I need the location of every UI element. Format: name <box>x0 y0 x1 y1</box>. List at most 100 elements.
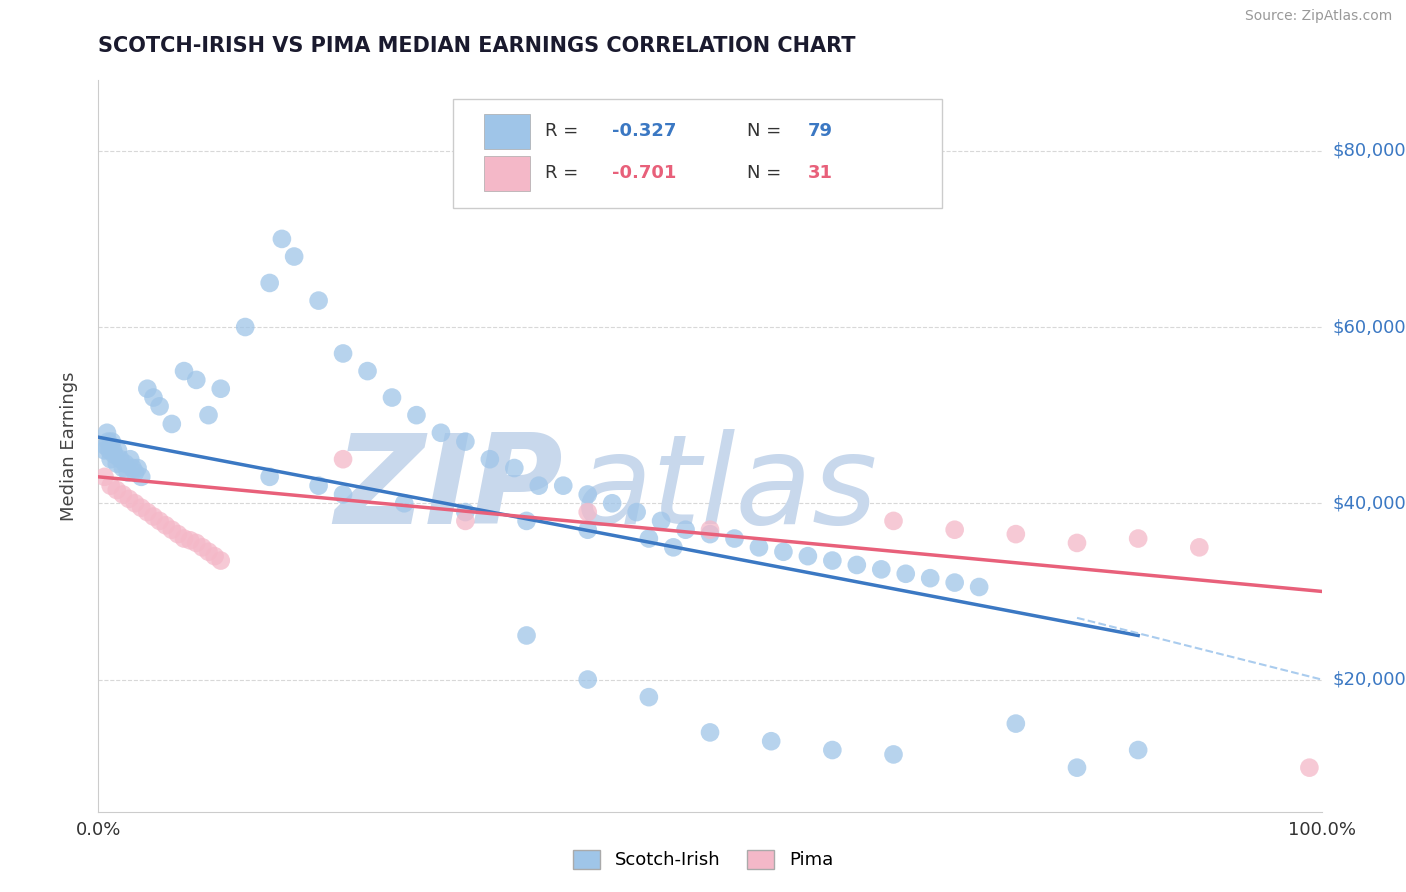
Point <box>101 434 124 449</box>
Point <box>118 491 141 506</box>
Point <box>454 434 477 449</box>
Point <box>173 532 195 546</box>
Point <box>97 434 120 449</box>
Point <box>576 505 599 519</box>
Point <box>699 725 721 739</box>
Point <box>1004 716 1026 731</box>
Point <box>270 232 294 246</box>
Text: $80,000: $80,000 <box>1333 142 1406 160</box>
Y-axis label: Median Earnings: Median Earnings <box>59 371 77 521</box>
Point <box>142 509 165 524</box>
Point <box>111 461 134 475</box>
Point <box>209 553 232 567</box>
Point <box>105 457 128 471</box>
Point <box>637 532 661 546</box>
Point <box>105 483 128 497</box>
Point <box>405 408 427 422</box>
Point <box>821 553 844 567</box>
Point <box>121 461 143 475</box>
Point <box>124 496 146 510</box>
Point <box>204 549 226 563</box>
Point <box>94 439 117 453</box>
Point <box>110 452 132 467</box>
Point <box>1066 536 1088 550</box>
Point <box>111 487 134 501</box>
Point <box>101 443 124 458</box>
Point <box>173 364 195 378</box>
Text: atlas: atlas <box>575 429 877 550</box>
Point <box>675 523 697 537</box>
Point <box>129 500 152 515</box>
Point <box>821 743 844 757</box>
FancyBboxPatch shape <box>484 114 530 149</box>
Point <box>186 373 208 387</box>
Point <box>503 461 526 475</box>
Point <box>98 443 121 458</box>
Point <box>894 566 917 581</box>
Point <box>576 523 599 537</box>
Point <box>160 523 183 537</box>
Point <box>870 562 893 576</box>
Point <box>124 466 146 480</box>
Text: $60,000: $60,000 <box>1333 318 1406 336</box>
Point <box>93 470 115 484</box>
Point <box>259 276 281 290</box>
Point <box>1128 532 1150 546</box>
Point <box>149 400 172 414</box>
Text: R =: R = <box>546 164 583 182</box>
Point <box>478 452 501 467</box>
Point <box>454 505 477 519</box>
Point <box>883 514 905 528</box>
Point <box>197 408 219 422</box>
Point <box>637 690 661 705</box>
Point <box>797 549 820 563</box>
Point <box>748 541 770 555</box>
Text: -0.701: -0.701 <box>612 164 676 182</box>
Point <box>308 293 330 308</box>
Point <box>332 346 354 360</box>
Point <box>576 487 599 501</box>
Point <box>392 496 416 510</box>
Point <box>699 523 721 537</box>
Point <box>1004 527 1026 541</box>
Point <box>699 527 721 541</box>
Point <box>120 452 142 467</box>
Point <box>129 470 152 484</box>
Point <box>516 514 538 528</box>
Point <box>127 461 149 475</box>
Point <box>516 628 538 642</box>
Point <box>381 391 404 405</box>
Point <box>626 505 648 519</box>
Point <box>576 673 599 687</box>
Point <box>1128 743 1150 757</box>
Point <box>117 466 139 480</box>
Point <box>149 514 172 528</box>
Text: Source: ZipAtlas.com: Source: ZipAtlas.com <box>1244 9 1392 23</box>
Point <box>179 533 201 548</box>
Point <box>186 536 208 550</box>
Point <box>1298 761 1320 775</box>
Point <box>430 425 453 440</box>
Point <box>114 457 136 471</box>
Point <box>967 580 990 594</box>
Point <box>100 478 122 492</box>
Text: SCOTCH-IRISH VS PIMA MEDIAN EARNINGS CORRELATION CHART: SCOTCH-IRISH VS PIMA MEDIAN EARNINGS COR… <box>98 36 856 55</box>
Point <box>723 532 745 546</box>
Point <box>332 487 354 501</box>
Point <box>332 452 354 467</box>
Point <box>107 443 129 458</box>
Point <box>283 250 305 264</box>
Text: 31: 31 <box>808 164 832 182</box>
Text: N =: N = <box>747 122 787 140</box>
Point <box>136 505 159 519</box>
Point <box>191 541 214 555</box>
FancyBboxPatch shape <box>484 155 530 191</box>
Point <box>93 443 115 458</box>
Point <box>209 382 232 396</box>
Text: $20,000: $20,000 <box>1333 671 1406 689</box>
Point <box>103 448 125 462</box>
Text: N =: N = <box>747 164 787 182</box>
Point <box>772 545 794 559</box>
Point <box>920 571 942 585</box>
Point <box>160 417 183 431</box>
